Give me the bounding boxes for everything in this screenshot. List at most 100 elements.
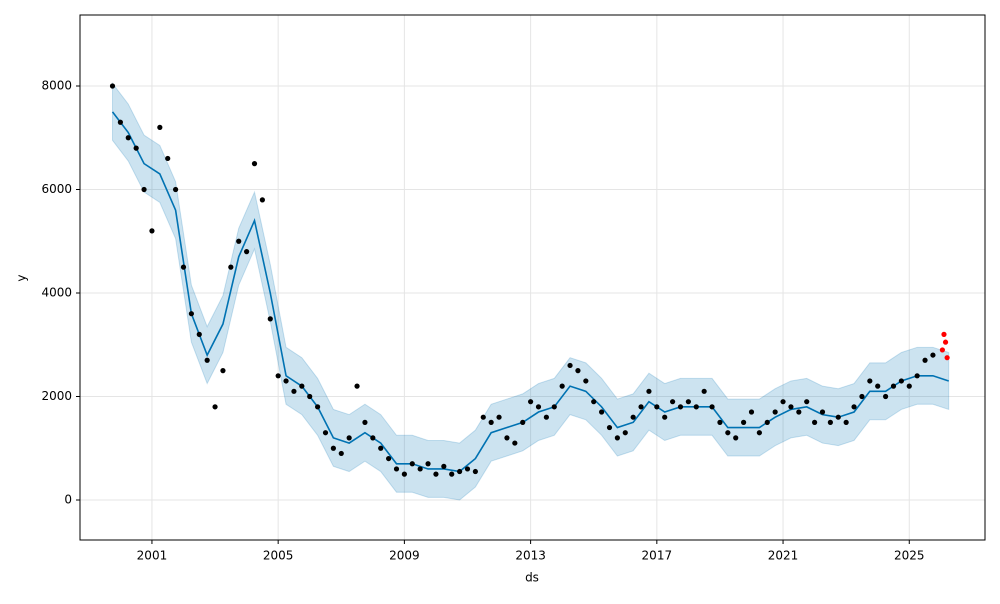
x-tick-label: 2013 xyxy=(515,549,546,563)
data-point xyxy=(212,404,218,410)
data-point xyxy=(393,466,400,472)
data-point xyxy=(835,414,841,420)
data-point xyxy=(756,430,762,436)
data-point xyxy=(942,339,949,345)
data-point xyxy=(819,409,826,415)
data-point xyxy=(133,145,139,151)
data-point xyxy=(941,331,947,337)
data-point xyxy=(409,461,415,467)
data-point xyxy=(196,331,202,337)
data-point xyxy=(717,419,723,425)
data-point xyxy=(267,316,273,322)
data-point xyxy=(291,388,297,394)
data-point xyxy=(125,135,131,141)
data-point xyxy=(812,419,818,425)
y-tick-label: 2000 xyxy=(41,389,72,403)
data-point xyxy=(741,419,747,425)
data-point xyxy=(906,383,912,389)
data-point xyxy=(362,419,368,425)
data-point xyxy=(677,404,684,410)
data-point xyxy=(944,355,950,361)
data-point xyxy=(670,399,676,405)
x-tick-label: 2001 xyxy=(137,549,168,563)
data-point xyxy=(859,393,865,400)
data-point xyxy=(898,378,904,384)
uncertainty-band xyxy=(112,81,950,501)
x-axis-label: ds xyxy=(525,571,539,585)
data-point xyxy=(693,404,699,410)
data-point xyxy=(504,435,510,441)
data-point xyxy=(543,414,549,420)
data-point xyxy=(464,466,471,472)
data-point xyxy=(685,399,691,405)
data-point xyxy=(496,414,502,420)
y-tick-label: 4000 xyxy=(41,285,72,299)
data-point xyxy=(875,383,881,389)
data-point xyxy=(259,197,265,203)
data-point xyxy=(890,383,897,389)
data-point xyxy=(788,404,794,410)
data-point xyxy=(188,311,194,317)
y-axis-label: y xyxy=(15,274,29,281)
data-point xyxy=(883,393,889,400)
data-point xyxy=(283,378,289,384)
y-tick-label: 8000 xyxy=(41,79,72,93)
data-point xyxy=(662,414,668,420)
data-point xyxy=(441,463,447,469)
x-tick-label: 2025 xyxy=(894,549,925,563)
data-point xyxy=(567,362,573,369)
data-point xyxy=(796,409,802,415)
data-point xyxy=(733,435,739,441)
data-point xyxy=(606,424,613,431)
data-point xyxy=(204,357,210,363)
data-point xyxy=(165,155,171,162)
data-point xyxy=(480,414,486,420)
data-point xyxy=(583,378,589,384)
data-point xyxy=(528,399,534,405)
data-point xyxy=(827,419,833,425)
data-point xyxy=(141,186,147,193)
data-point xyxy=(638,404,644,410)
data-point xyxy=(488,419,494,425)
data-point xyxy=(599,409,605,415)
data-point xyxy=(354,383,360,389)
data-point xyxy=(307,393,313,400)
data-point xyxy=(457,468,463,475)
data-point xyxy=(378,445,384,451)
data-point xyxy=(275,373,281,379)
data-point xyxy=(330,445,336,451)
data-point xyxy=(512,440,518,446)
data-point xyxy=(575,368,581,374)
forecast-line xyxy=(111,111,949,473)
y-tick-label: 6000 xyxy=(41,182,72,196)
data-point xyxy=(117,119,123,125)
x-tick-label: 2009 xyxy=(389,549,420,563)
data-point xyxy=(299,383,305,389)
data-point xyxy=(149,228,155,234)
data-point xyxy=(646,388,652,394)
data-point xyxy=(654,404,660,410)
data-point xyxy=(520,419,526,425)
data-point xyxy=(472,468,478,475)
data-point xyxy=(622,430,628,436)
data-point xyxy=(236,238,242,244)
data-point xyxy=(417,466,423,472)
data-point xyxy=(425,461,431,467)
data-point xyxy=(748,409,755,415)
data-point xyxy=(701,388,707,394)
data-point xyxy=(867,378,873,384)
data-point xyxy=(780,399,786,405)
data-point xyxy=(157,124,163,131)
data-point xyxy=(914,373,920,379)
data-point xyxy=(772,409,778,415)
data-point xyxy=(851,404,857,410)
data-point xyxy=(591,399,597,405)
data-point xyxy=(220,368,226,374)
data-point xyxy=(930,352,936,358)
data-point xyxy=(535,404,542,410)
data-point xyxy=(433,471,439,477)
data-point xyxy=(725,430,731,436)
data-point xyxy=(322,430,329,436)
